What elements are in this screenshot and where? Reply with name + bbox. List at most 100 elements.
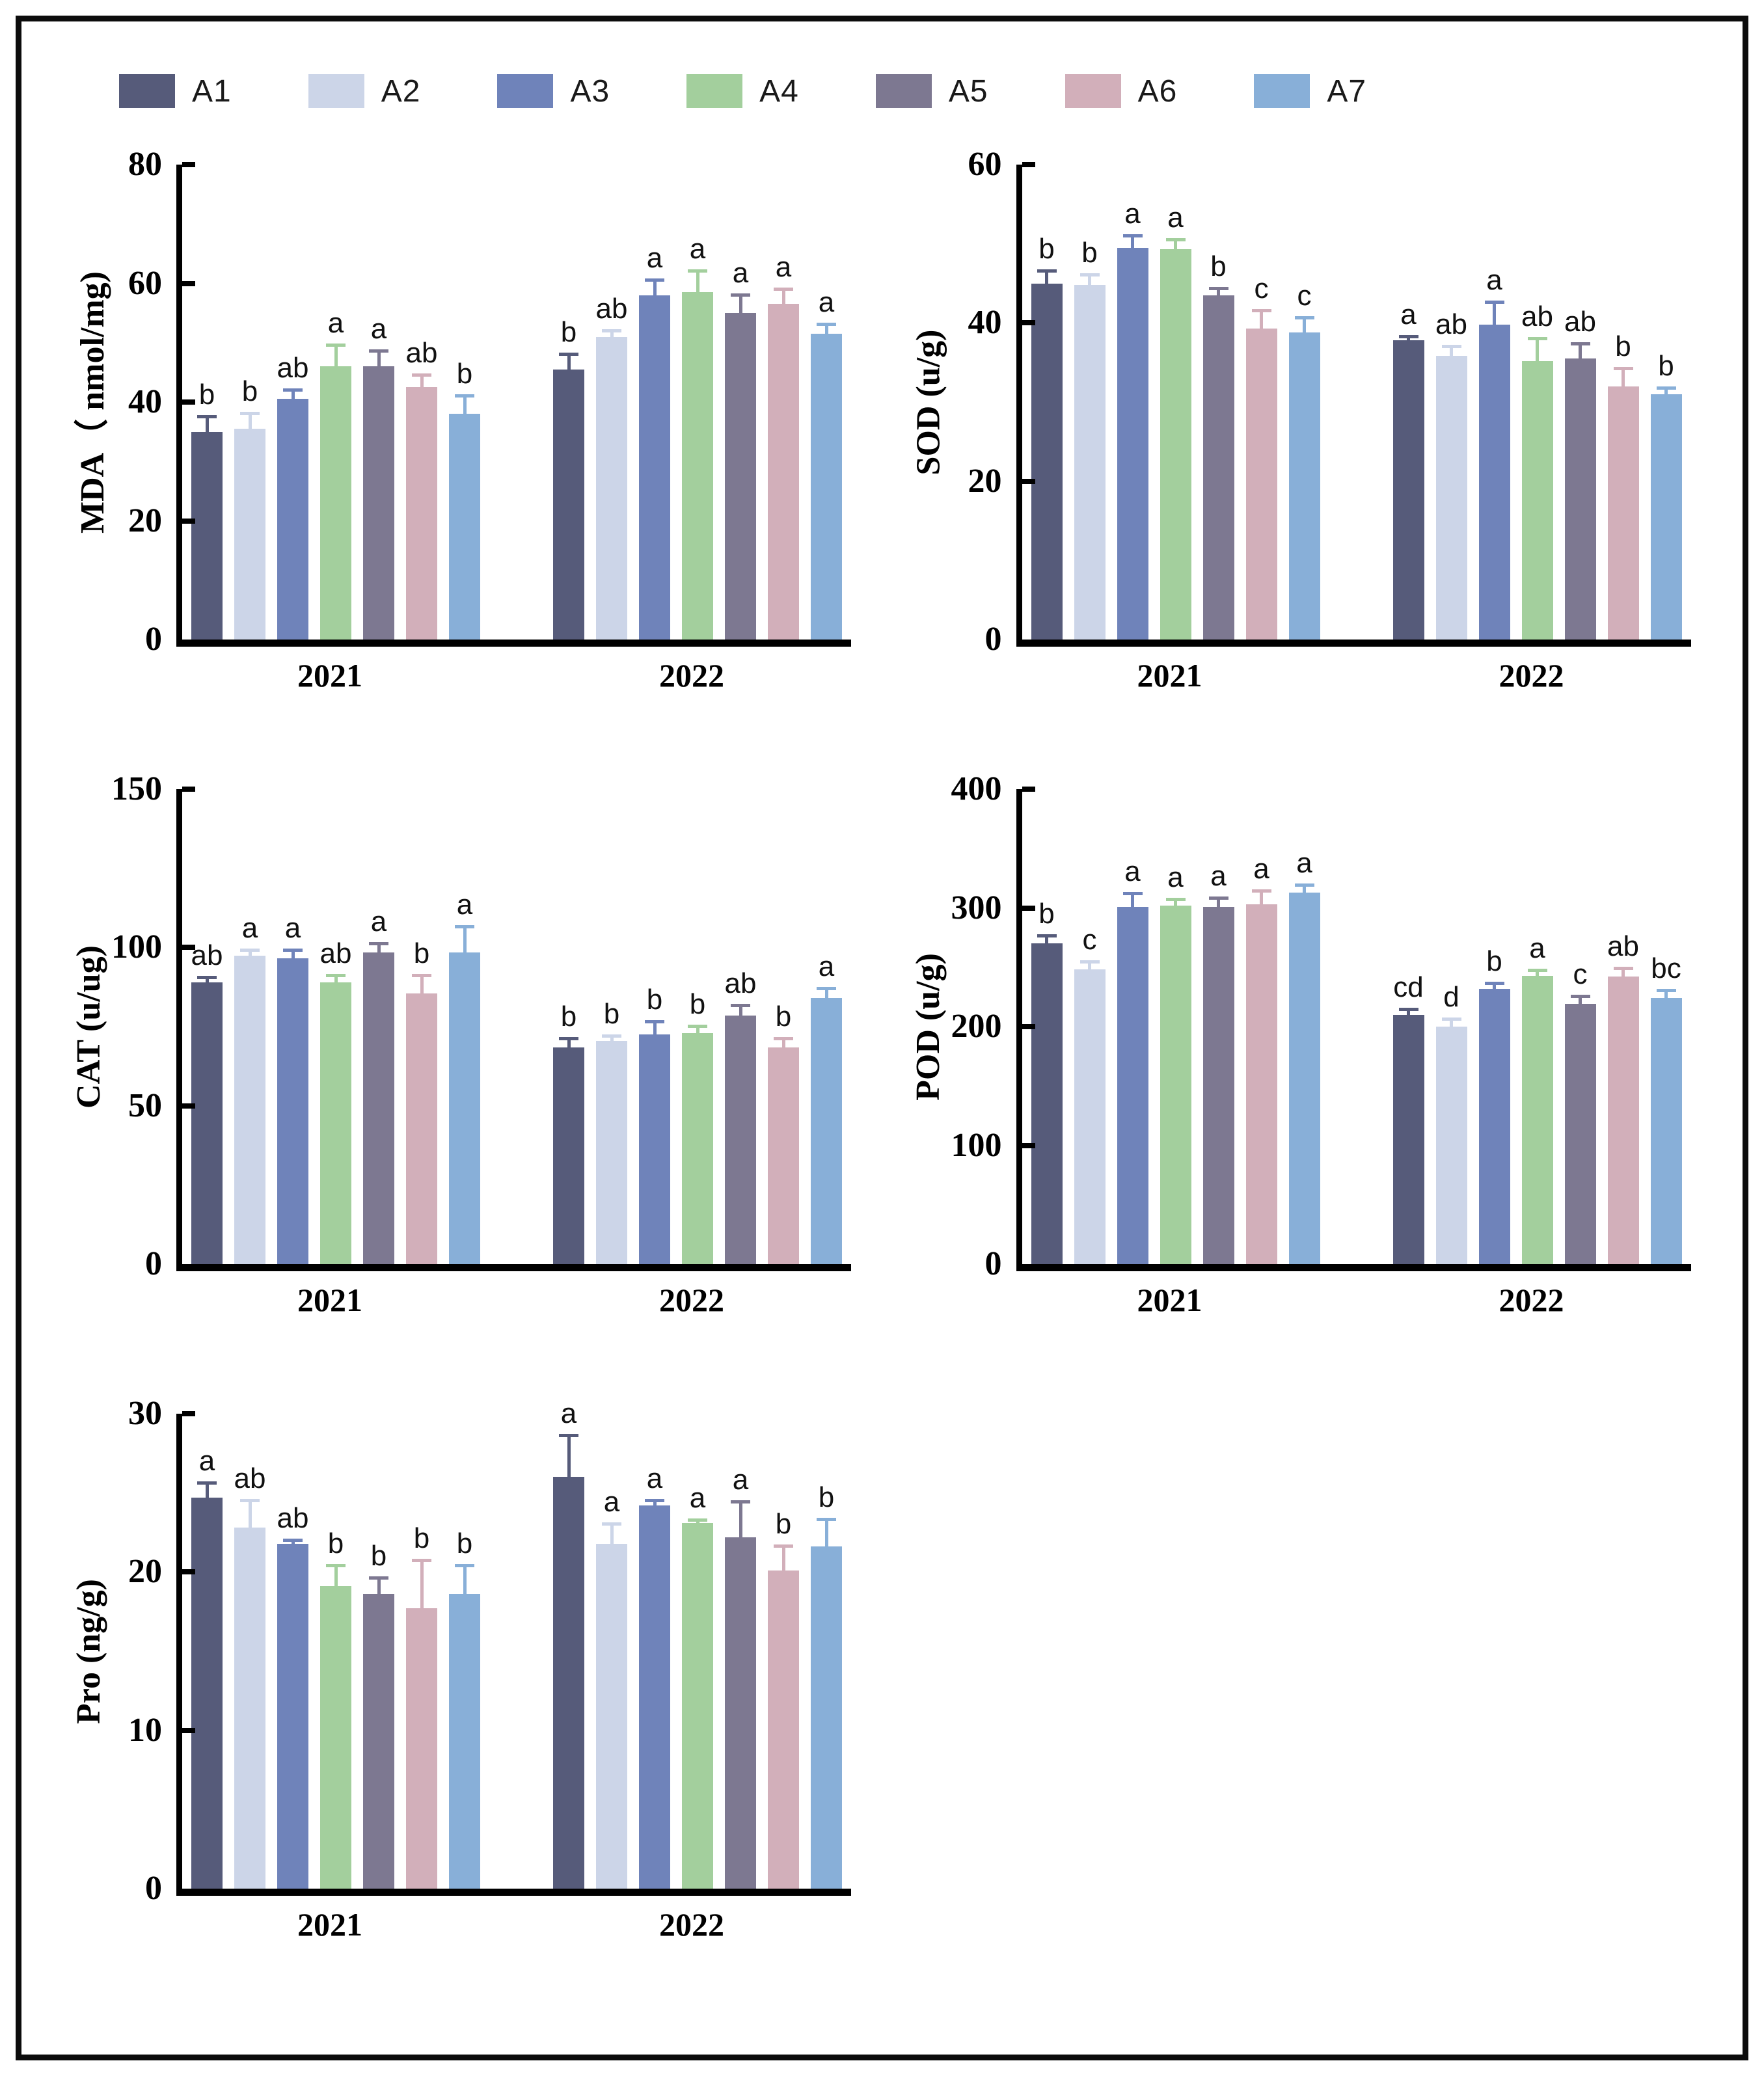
error-bar-a2-2021	[248, 414, 252, 429]
bar-slot-a7-2021: c	[1288, 165, 1320, 640]
bar-group-2021: ab a a ab a b a	[191, 789, 480, 1264]
bar-group-2022: b ab a a a a a	[553, 165, 842, 640]
error-cap-a2-2021	[240, 949, 260, 952]
bar-a2-2022	[596, 336, 627, 640]
bar-slot-a7-2021: b	[449, 165, 480, 640]
bar-slot-a3-2022: a	[1478, 165, 1510, 640]
sig-letter-a6-2022: b	[1615, 330, 1631, 362]
sig-letter-a6-2021: b	[413, 1522, 430, 1555]
error-bar-a1-2022	[567, 1039, 571, 1047]
legend-item-a4: A4	[686, 74, 799, 109]
error-bar-a6-2021	[420, 1561, 424, 1609]
error-bar-a7-2021	[463, 396, 467, 414]
y-tick-label-10: 10	[128, 1711, 162, 1749]
bar-a5-2022	[725, 313, 756, 640]
y-tick-mark-400	[1022, 787, 1035, 792]
bar-slot-a3-2022: b	[639, 789, 670, 1264]
legend-item-a3: A3	[497, 74, 610, 109]
error-bar-a2-2021	[1088, 962, 1091, 970]
error-bar-a6-2021	[1260, 311, 1263, 329]
error-cap-a5-2022	[1570, 995, 1590, 999]
error-cap-a7-2021	[1294, 883, 1314, 887]
bar-a2-2022	[1435, 356, 1467, 640]
bar-slot-a2-2021: a	[234, 789, 265, 1264]
bar-slot-a3-2021: ab	[277, 165, 308, 640]
y-tick-label-150: 150	[111, 770, 162, 807]
sig-letter-a5-2022: a	[732, 1464, 749, 1496]
bar-a6-2022	[1607, 386, 1639, 640]
error-bar-a3-2022	[1493, 984, 1496, 989]
error-cap-a7-2022	[1656, 989, 1676, 993]
bar-a1-2021	[191, 1497, 223, 1889]
legend-swatch-a1	[119, 74, 175, 108]
bar-a7-2022	[1650, 998, 1682, 1264]
error-bar-a4-2022	[696, 1027, 699, 1033]
error-cap-a3-2022	[645, 278, 664, 282]
bar-slot-a1-2021: b	[1031, 789, 1063, 1264]
bar-slot-a2-2021: b	[1074, 165, 1106, 640]
sig-letter-a2-2021: ab	[234, 1462, 266, 1494]
bar-slot-a6-2021: a	[1245, 789, 1277, 1264]
bar-a7-2021	[449, 1594, 480, 1889]
bar-slot-a7-2022: bc	[1650, 789, 1682, 1264]
sig-letter-a1-2021: ab	[191, 939, 223, 971]
legend-label: A4	[759, 74, 799, 109]
error-bar-a5-2022	[739, 295, 742, 314]
sig-letter-a6-2022: a	[775, 250, 792, 283]
error-bar-a6-2022	[781, 1546, 785, 1570]
error-bar-a4-2021	[1174, 239, 1177, 250]
sig-letter-a6-2021: ab	[405, 336, 438, 369]
error-cap-a1-2022	[1398, 1008, 1418, 1012]
error-cap-a6-2021	[412, 373, 431, 377]
error-bar-a3-2022	[1493, 302, 1496, 325]
sig-letter-a1-2022: b	[560, 1001, 577, 1033]
bar-a5-2021	[363, 952, 394, 1264]
bar-slot-a2-2021: b	[234, 165, 265, 640]
x-axis-labels: 2021 2022	[1016, 656, 1685, 694]
bar-a5-2021	[1202, 906, 1234, 1264]
sig-letter-a5-2022: ab	[1564, 306, 1596, 338]
error-bar-a1-2021	[1045, 271, 1048, 284]
sig-letter-a2-2021: a	[241, 912, 258, 945]
y-tick-mark-20	[1022, 478, 1035, 484]
bar-a6-2021	[1245, 328, 1277, 640]
sig-letter-a4-2021: a	[1167, 861, 1184, 893]
chart-mda: MDA（ nmol/mg) 0 20 40 60 80 b b ab a a ab b b ab a a a…	[63, 148, 864, 705]
bar-a7-2021	[449, 414, 480, 640]
error-bar-a5-2022	[739, 1502, 742, 1537]
sig-letter-a5-2022: ab	[724, 967, 757, 1000]
bar-a6-2022	[768, 1570, 799, 1889]
error-cap-a3-2022	[645, 1498, 664, 1502]
legend-swatch-a7	[1254, 74, 1310, 108]
bar-a1-2022	[1392, 340, 1424, 640]
error-cap-a3-2021	[283, 388, 303, 392]
bar-a4-2021	[1160, 249, 1191, 640]
error-cap-a2-2021	[1079, 960, 1100, 964]
y-tick-label-100: 100	[111, 928, 162, 966]
bar-slot-a5-2021: b	[363, 1414, 394, 1889]
bar-a3-2021	[1117, 906, 1148, 1264]
bar-a5-2021	[363, 1594, 394, 1889]
y-axis-title-text: CAT (u/ug)	[70, 945, 107, 1109]
bar-slot-a6-2022: b	[768, 1414, 799, 1889]
sig-letter-a7-2021: a	[1296, 846, 1312, 879]
bar-slot-a6-2022: a	[768, 165, 799, 640]
legend-item-a7: A7	[1254, 74, 1366, 109]
sig-letter-a7-2021: a	[456, 888, 473, 921]
y-tick-mark-40	[182, 399, 195, 405]
bar-slot-a4-2021: a	[320, 165, 351, 640]
y-tick-mark-100	[1022, 1142, 1035, 1148]
sig-letter-a5-2021: a	[370, 906, 387, 938]
error-cap-a6-2022	[774, 1037, 793, 1041]
y-axis-tick-labels: 0 10 20 30	[114, 1397, 176, 1906]
sig-letter-a5-2021: b	[370, 1540, 387, 1572]
sig-letter-a3-2021: a	[284, 912, 301, 945]
bar-slot-a3-2022: b	[1478, 789, 1510, 1264]
bar-a2-2021	[1074, 969, 1106, 1264]
legend-label: A1	[192, 74, 232, 109]
error-bar-a5-2021	[377, 944, 381, 952]
error-cap-a6-2021	[1251, 889, 1271, 893]
sig-letter-a6-2021: a	[1253, 852, 1269, 885]
error-bar-a7-2022	[824, 1520, 828, 1547]
